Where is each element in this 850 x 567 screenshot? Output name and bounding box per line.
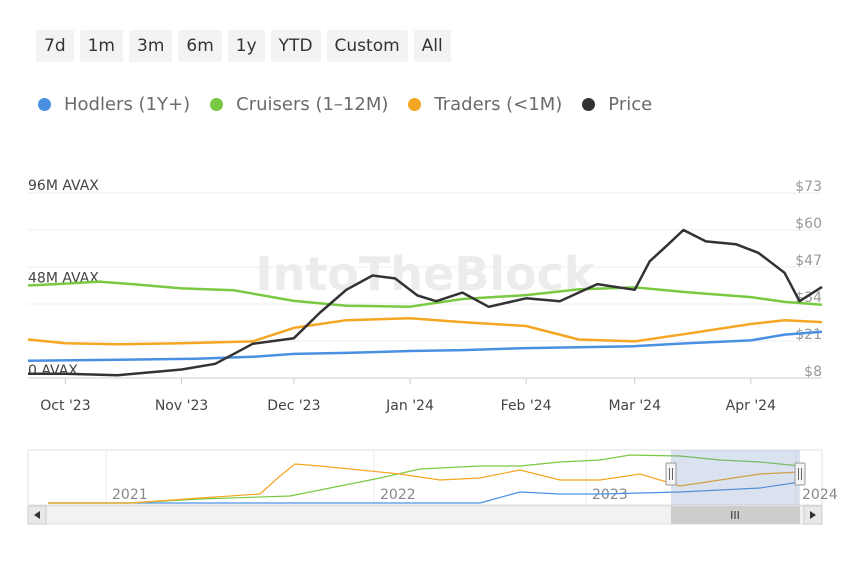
- x-axis: Oct '23 Nov '23 Dec '23 Jan '24 Feb '24 Mar '…: [28, 377, 822, 414]
- navigator-series-2: [48, 463, 801, 504]
- series-line-3: [28, 228, 823, 377]
- navigator-year-label: 2022: [380, 487, 416, 503]
- navigator-selection[interactable]: [671, 450, 800, 505]
- range-button-1y[interactable]: 1y: [227, 30, 265, 62]
- x-axis-label: Mar '24: [608, 398, 661, 414]
- arrow-left-icon: [34, 511, 40, 519]
- x-axis-label: Nov '23: [155, 398, 208, 414]
- range-button-6m[interactable]: 6m: [178, 30, 222, 62]
- range-button-custom[interactable]: Custom: [326, 30, 408, 62]
- range-button-7d[interactable]: 7d: [36, 30, 74, 62]
- navigator-handle-left[interactable]: [665, 462, 677, 486]
- navigator-year-label: 2024: [802, 487, 838, 503]
- navigator-handle-right[interactable]: [794, 462, 806, 486]
- right-axis-label: $73: [795, 179, 822, 195]
- right-axis-label: $47: [795, 253, 822, 269]
- right-axis-label: $21: [795, 327, 822, 343]
- legend-dot: [210, 98, 224, 111]
- legend-dot: [38, 98, 51, 111]
- legend-item-2[interactable]: Traders (<1M): [408, 94, 562, 115]
- legend-item-1[interactable]: Cruisers (1–12M): [210, 94, 388, 115]
- legend-label: Traders (<1M): [434, 94, 563, 115]
- range-button-1m[interactable]: 1m: [79, 30, 123, 62]
- left-axis-label: 96M AVAX: [28, 178, 99, 194]
- legend-item-0[interactable]: Hodlers (1Y+): [38, 94, 190, 115]
- range-button-all[interactable]: All: [413, 30, 451, 62]
- series-group: [27, 228, 823, 377]
- legend-label: Price: [608, 94, 653, 115]
- legend-label: Cruisers (1–12M): [236, 94, 389, 115]
- right-axis: $73$60$47$34$21$8: [795, 179, 822, 380]
- x-axis-label: Feb '24: [501, 398, 552, 414]
- navigator-year-label: 2023: [592, 487, 628, 503]
- x-axis-label: Jan '24: [385, 398, 434, 414]
- navigator-year-label: 2021: [112, 487, 148, 503]
- x-axis-label: Oct '23: [40, 398, 90, 414]
- legend-dot: [582, 98, 596, 111]
- navigator-series-0: [48, 481, 801, 504]
- navigator: 2021 2022 2023 2024 III: [27, 449, 838, 525]
- legend-dot: [408, 98, 422, 111]
- range-button-ytd[interactable]: YTD: [270, 30, 321, 62]
- right-axis-label: $8: [804, 364, 822, 380]
- range-button-3m[interactable]: 3m: [129, 30, 173, 62]
- scrollbar-grip-icon: III: [730, 509, 740, 522]
- navigator-series-1: [48, 454, 801, 504]
- series-line-1: [27, 280, 823, 308]
- series-line-2: [27, 317, 823, 346]
- legend-item-3[interactable]: Price: [582, 94, 652, 115]
- chart-legend: Hodlers (1Y+) Cruisers (1–12M) Traders (<1…: [38, 94, 652, 115]
- scrollbar-thumb[interactable]: [671, 506, 800, 524]
- left-axis-label: 0 AVAX: [28, 363, 78, 379]
- watermark-logo: IntoTheBlock: [255, 247, 595, 301]
- legend-label: Hodlers (1Y+): [64, 94, 191, 115]
- right-axis-label: $60: [795, 216, 822, 232]
- arrow-right-icon: [810, 511, 816, 519]
- x-axis-label: Apr '24: [726, 398, 776, 414]
- x-axis-label: Dec '23: [267, 398, 320, 414]
- series-line-0: [27, 330, 823, 362]
- range-selector: 7d 1m 3m 6m 1y YTD Custom All: [36, 30, 451, 62]
